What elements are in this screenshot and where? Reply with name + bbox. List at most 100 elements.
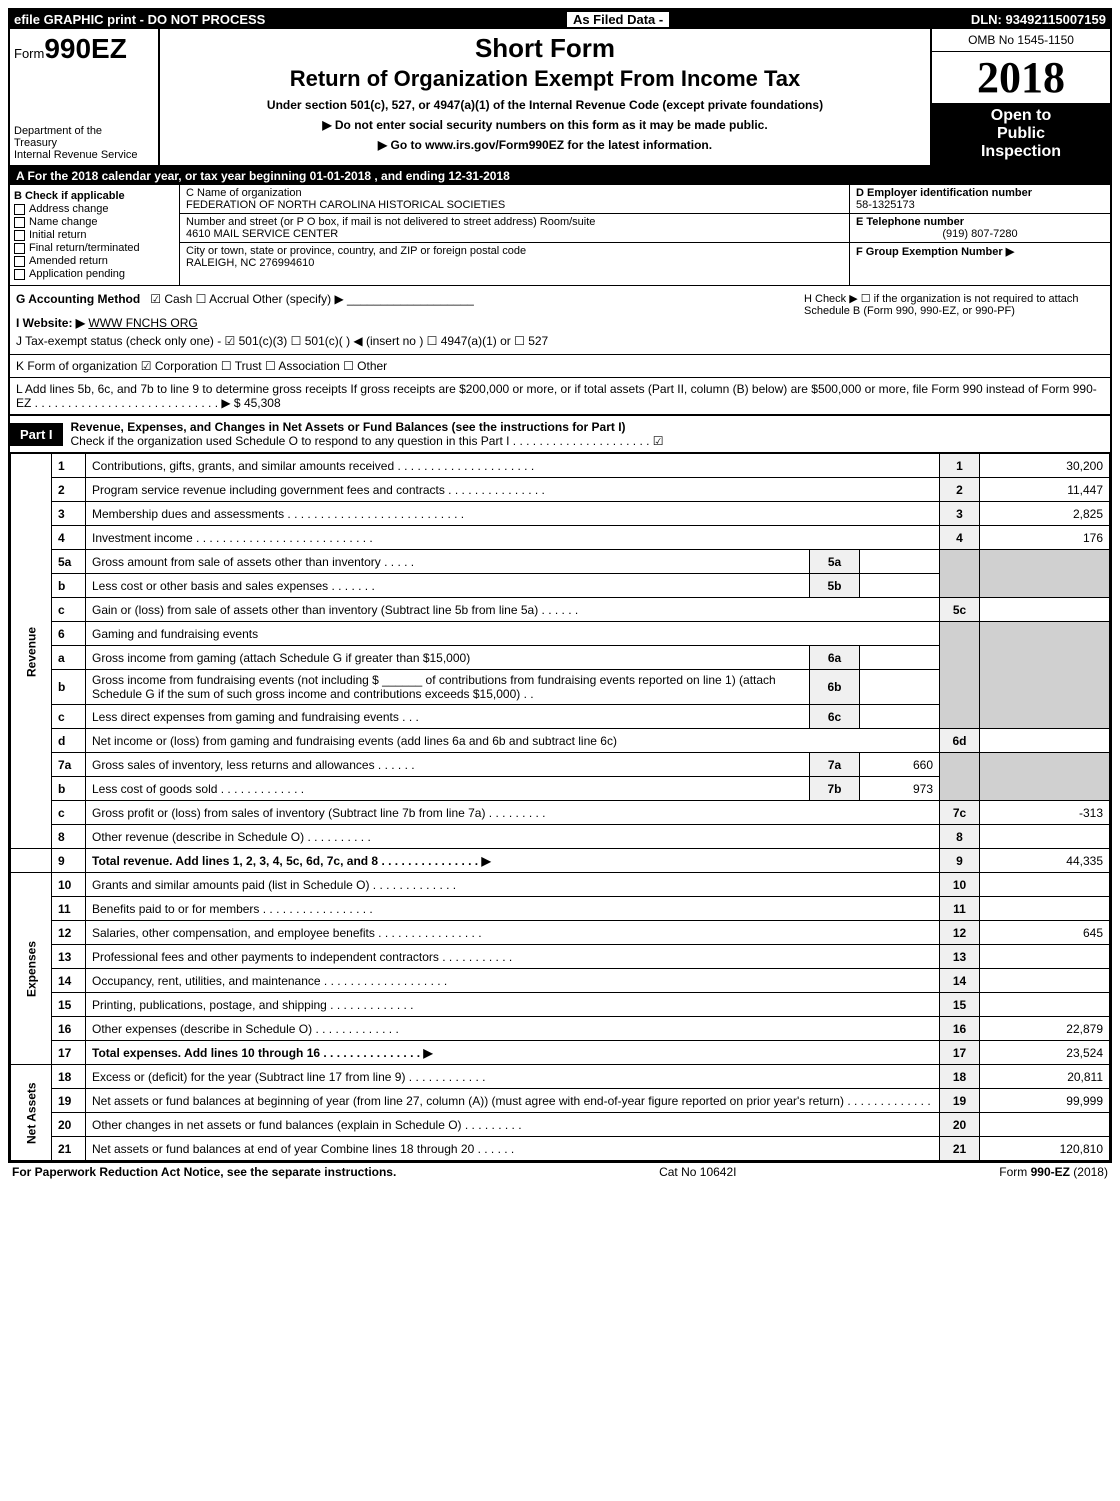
line-num: 6 [52,622,86,646]
subtitle-2: ▶ Do not enter social security numbers o… [168,118,922,132]
line-ref: 2 [940,478,980,502]
expenses-label: Expenses [11,873,52,1065]
org-city: RALEIGH, NC 276994610 [186,257,843,269]
line-desc: Gaming and fundraising events [86,622,940,646]
line-desc: Net income or (loss) from gaming and fun… [86,729,940,753]
phone-value: (919) 807-7280 [856,228,1104,240]
line-num: 14 [52,969,86,993]
line-ref: 8 [940,825,980,849]
line-num: 9 [52,849,86,873]
part-1-title: Revenue, Expenses, and Changes in Net As… [71,420,626,434]
g-cash: ☑ Cash ☐ Accrual Other (specify) ▶ [150,292,343,306]
inner-box: 5b [810,574,860,598]
form-prefix: Form [14,46,44,61]
as-filed-label: As Filed Data - [567,12,669,27]
line-amount [980,969,1110,993]
line-desc: Less direct expenses from gaming and fun… [86,705,810,729]
inner-box: 5a [810,550,860,574]
line-amount [980,945,1110,969]
line-num: 18 [52,1065,86,1089]
header-right: OMB No 1545-1150 2018 Open to Public Ins… [930,29,1110,165]
line-num: 17 [52,1041,86,1065]
efile-label: efile GRAPHIC print - DO NOT PROCESS [14,12,265,27]
line-amount: 22,879 [980,1017,1110,1041]
line-amount [980,897,1110,921]
line-ref: 9 [940,849,980,873]
header: Form990EZ Department of the Treasury Int… [10,29,1110,167]
block-bcdef: B Check if applicable Address change Nam… [10,185,1110,286]
line-desc: Other revenue (describe in Schedule O) .… [86,825,940,849]
inner-val [860,574,940,598]
line-amount: 120,810 [980,1137,1110,1161]
b-item-5: Application pending [14,268,175,280]
line-amount: 99,999 [980,1089,1110,1113]
line-desc: Membership dues and assessments . . . . … [86,502,940,526]
line-num: 19 [52,1089,86,1113]
line-num: b [52,574,86,598]
line-num: c [52,705,86,729]
tax-year: 2018 [932,52,1110,103]
row-ghi: G Accounting Method ☑ Cash ☐ Accrual Oth… [10,286,1110,355]
line-num: 5a [52,550,86,574]
part-1-check: Check if the organization used Schedule … [71,434,664,448]
line-ref: 16 [940,1017,980,1041]
line-ref: 4 [940,526,980,550]
line-desc: Net assets or fund balances at beginning… [86,1089,940,1113]
grey-cell [940,550,980,598]
part-1-header: Part I Revenue, Expenses, and Changes in… [10,416,1110,453]
l-text: L Add lines 5b, 6c, and 7b to line 9 to … [16,382,1097,410]
line-num: 11 [52,897,86,921]
d-ein: D Employer identification number 58-1325… [850,185,1110,214]
line-num: b [52,777,86,801]
row-k: K Form of organization ☑ Corporation ☐ T… [10,355,1110,378]
org-addr: 4610 MAIL SERVICE CENTER [186,228,843,240]
h-line: H Check ▶ ☐ if the organization is not r… [804,292,1104,348]
line-amount [980,993,1110,1017]
line-desc: Total revenue. Add lines 1, 2, 3, 4, 5c,… [86,849,940,873]
header-left: Form990EZ Department of the Treasury Int… [10,29,160,165]
g-line: G Accounting Method ☑ Cash ☐ Accrual Oth… [16,292,804,306]
inner-val [860,670,940,705]
c-addr-label: Number and street (or P O box, if mail i… [186,216,843,228]
c-city-label: City or town, state or province, country… [186,245,843,257]
form-no: 990EZ [44,33,127,64]
footer-right: Form 990-EZ (2018) [999,1165,1108,1179]
footer: For Paperwork Reduction Act Notice, see … [8,1163,1112,1181]
line-ref: 10 [940,873,980,897]
line-num: a [52,646,86,670]
org-name: FEDERATION OF NORTH CAROLINA HISTORICAL … [186,199,843,211]
l-value: 45,308 [244,396,281,410]
line-ref: 6d [940,729,980,753]
line-desc: Investment income . . . . . . . . . . . … [86,526,940,550]
short-form-title: Short Form [168,33,922,64]
line-num: 7a [52,753,86,777]
c-addr: Number and street (or P O box, if mail i… [180,214,849,243]
line-amount: 176 [980,526,1110,550]
b-item-1: Name change [14,216,175,228]
line-desc: Professional fees and other payments to … [86,945,940,969]
dln-label: DLN: 93492115007159 [971,12,1106,27]
line-amount [980,873,1110,897]
open-public: Open to Public Inspection [932,103,1110,165]
open-line3: Inspection [936,143,1106,161]
inner-val [860,705,940,729]
line-num: 20 [52,1113,86,1137]
line-num: 2 [52,478,86,502]
inner-val: 660 [860,753,940,777]
line-desc: Contributions, gifts, grants, and simila… [86,454,940,478]
line-amount: -313 [980,801,1110,825]
line-num: 8 [52,825,86,849]
g-label: G Accounting Method [16,292,140,306]
footer-mid: Cat No 10642I [659,1165,736,1179]
line-ref: 7c [940,801,980,825]
row-a: A For the 2018 calendar year, or tax yea… [10,167,1110,185]
col-d: D Employer identification number 58-1325… [850,185,1110,285]
inner-box: 7b [810,777,860,801]
line-desc: Other expenses (describe in Schedule O) … [86,1017,940,1041]
dept-line2: Treasury [14,137,154,149]
line-ref: 15 [940,993,980,1017]
revenue-label: Revenue [11,454,52,849]
line-num: 1 [52,454,86,478]
j-line: J Tax-exempt status (check only one) - ☑… [16,334,804,348]
line-ref: 21 [940,1137,980,1161]
